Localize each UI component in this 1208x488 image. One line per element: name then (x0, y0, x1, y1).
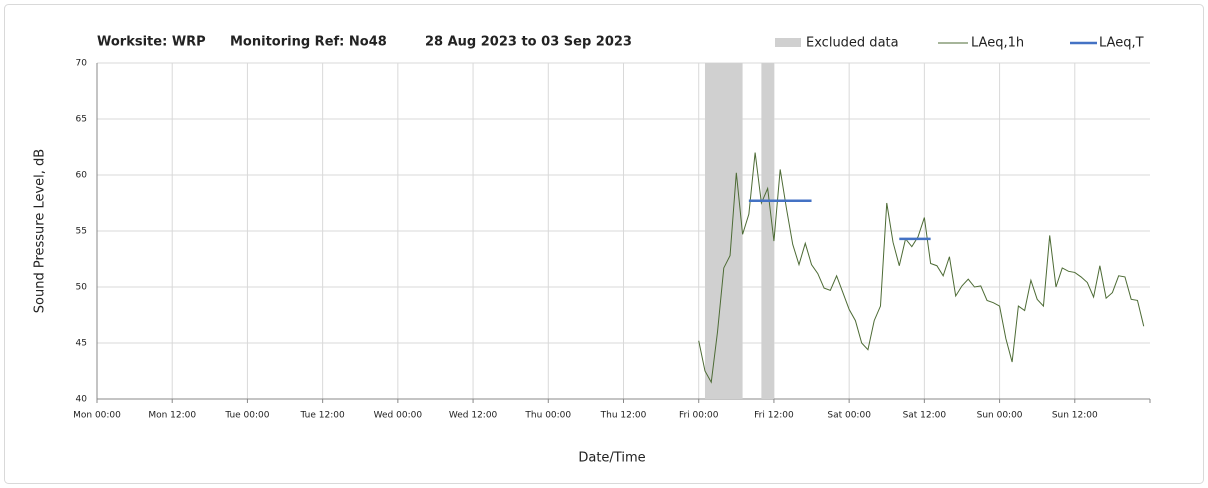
x-axis-label: Date/Time (578, 451, 645, 466)
x-tick-label: Sun 00:00 (977, 411, 1023, 421)
x-tick-label: Tue 12:00 (300, 411, 345, 421)
chart-title: 28 Aug 2023 to 03 Sep 2023 (425, 35, 632, 50)
chart-title: Monitoring Ref: No48 (230, 35, 387, 50)
x-tick-label: Thu 00:00 (524, 411, 571, 421)
y-tick-label: 65 (76, 115, 87, 125)
y-tick-label: 70 (76, 59, 88, 69)
x-tick-label: Wed 12:00 (449, 411, 498, 421)
x-tick-label: Sat 00:00 (827, 411, 871, 421)
x-tick-label: Tue 00:00 (224, 411, 269, 421)
y-axis-label: Sound Pressure Level, dB (33, 149, 48, 313)
x-tick-label: Mon 00:00 (73, 411, 121, 421)
chart-title: Worksite: WRP (97, 35, 206, 50)
x-tick-label: Fri 12:00 (754, 411, 794, 421)
y-tick-label: 50 (76, 283, 88, 293)
x-tick-label: Mon 12:00 (148, 411, 196, 421)
y-tick-label: 55 (76, 227, 87, 237)
legend-label: Excluded data (806, 36, 899, 51)
legend-label: LAeq,T (1099, 36, 1144, 51)
x-tick-label: Sat 12:00 (903, 411, 947, 421)
y-tick-label: 60 (76, 171, 88, 181)
x-tick-label: Fri 00:00 (679, 411, 719, 421)
y-tick-label: 40 (76, 395, 88, 405)
data-line (698, 152, 1145, 384)
legend-swatch (775, 38, 801, 47)
excluded-band (704, 63, 743, 399)
x-tick-label: Sun 12:00 (1052, 411, 1098, 421)
x-tick-label: Wed 00:00 (374, 411, 423, 421)
y-tick-label: 45 (76, 339, 87, 349)
chart-frame (4, 4, 1204, 484)
legend-label: LAeq,1h (971, 36, 1024, 51)
excluded-band (761, 63, 774, 399)
x-tick-label: Thu 12:00 (600, 411, 647, 421)
